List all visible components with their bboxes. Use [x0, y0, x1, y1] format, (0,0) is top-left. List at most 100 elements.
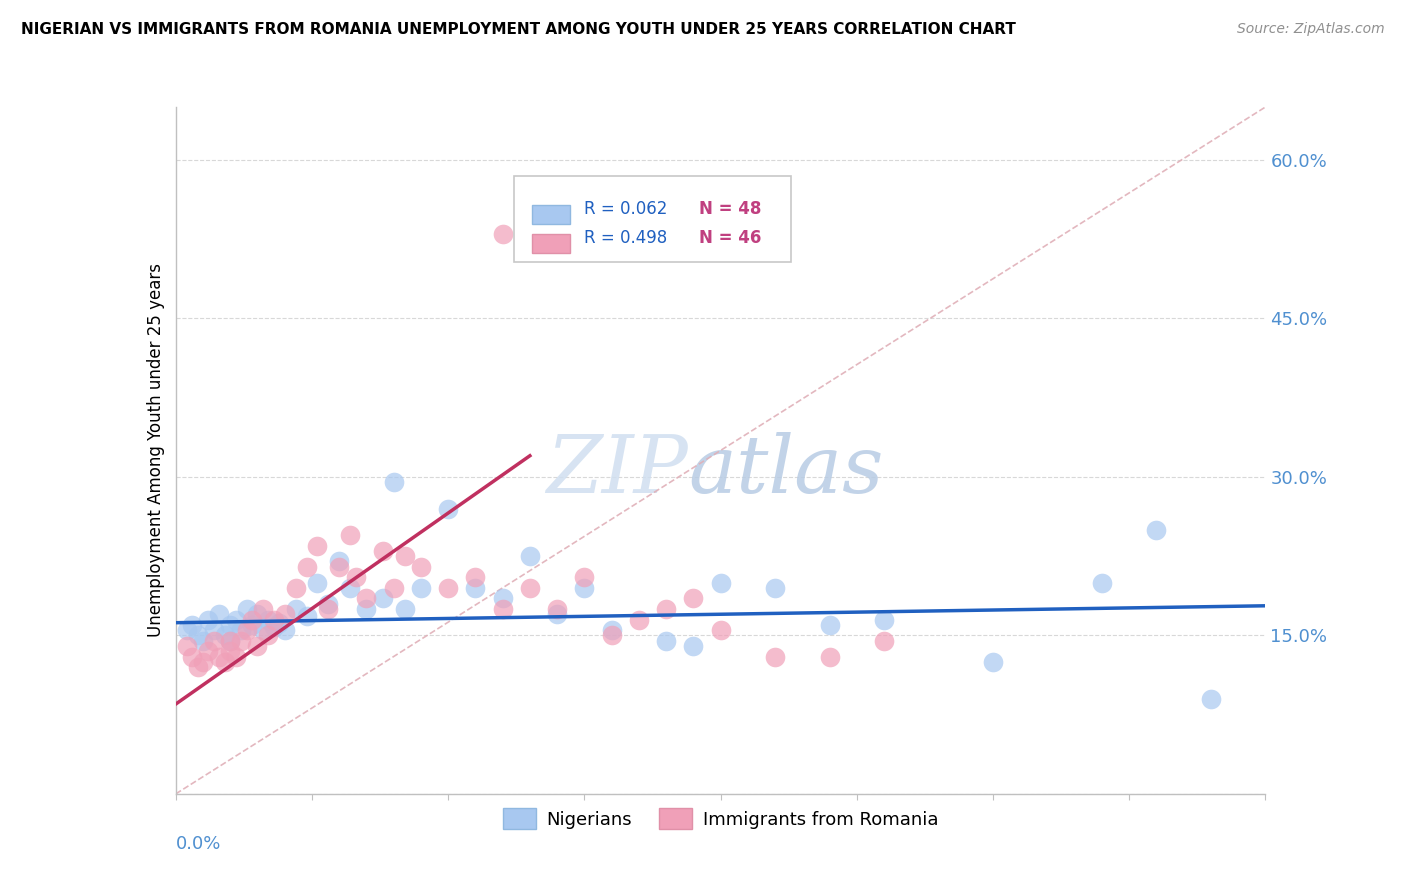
Point — [574, 581, 596, 595]
Point — [437, 581, 460, 595]
Point — [682, 639, 704, 653]
Point — [269, 615, 291, 630]
Point — [202, 623, 225, 637]
Point — [409, 581, 432, 595]
Point — [1199, 691, 1222, 706]
Point — [295, 559, 318, 574]
Point — [186, 660, 209, 674]
Point — [257, 613, 280, 627]
Point — [235, 623, 257, 637]
Point — [225, 649, 247, 664]
FancyBboxPatch shape — [531, 205, 571, 225]
Point — [382, 475, 405, 490]
Text: N = 48: N = 48 — [699, 200, 761, 219]
Point — [208, 649, 231, 664]
Point — [176, 623, 198, 637]
Point — [240, 617, 263, 632]
Text: R = 0.062: R = 0.062 — [585, 200, 668, 219]
Point — [873, 633, 896, 648]
Point — [574, 570, 596, 584]
Point — [246, 607, 269, 622]
Point — [492, 227, 515, 241]
Point — [181, 617, 204, 632]
Text: atlas: atlas — [688, 433, 883, 510]
Text: Source: ZipAtlas.com: Source: ZipAtlas.com — [1237, 22, 1385, 37]
Point — [655, 633, 678, 648]
Text: R = 0.498: R = 0.498 — [585, 228, 668, 246]
Point — [318, 602, 340, 616]
Point — [655, 602, 678, 616]
Point — [371, 544, 394, 558]
Point — [263, 613, 285, 627]
Point — [191, 633, 214, 648]
Point — [818, 649, 841, 664]
Point — [214, 628, 236, 642]
Point — [274, 623, 297, 637]
Point — [409, 559, 432, 574]
Point — [263, 620, 285, 634]
Point — [208, 607, 231, 622]
Point — [186, 628, 209, 642]
Point — [710, 575, 733, 590]
Point — [252, 623, 274, 637]
Point — [600, 628, 623, 642]
Text: ZIP: ZIP — [546, 433, 688, 510]
Point — [219, 617, 242, 632]
Text: NIGERIAN VS IMMIGRANTS FROM ROMANIA UNEMPLOYMENT AMONG YOUTH UNDER 25 YEARS CORR: NIGERIAN VS IMMIGRANTS FROM ROMANIA UNEM… — [21, 22, 1017, 37]
Point — [197, 644, 219, 658]
Point — [176, 639, 198, 653]
Legend: Nigerians, Immigrants from Romania: Nigerians, Immigrants from Romania — [496, 801, 945, 837]
Point — [240, 613, 263, 627]
Point — [274, 607, 297, 622]
Point — [356, 602, 378, 616]
Point — [339, 528, 361, 542]
Text: 0.0%: 0.0% — [176, 835, 221, 853]
Point — [219, 633, 242, 648]
Point — [873, 613, 896, 627]
Point — [546, 607, 568, 622]
Point — [344, 570, 367, 584]
Point — [464, 581, 486, 595]
Point — [818, 617, 841, 632]
FancyBboxPatch shape — [513, 176, 792, 261]
Point — [219, 633, 242, 648]
Point — [710, 623, 733, 637]
Point — [246, 639, 269, 653]
Point — [394, 549, 416, 563]
Point — [235, 602, 257, 616]
Text: N = 46: N = 46 — [699, 228, 761, 246]
Point — [252, 602, 274, 616]
Point — [197, 613, 219, 627]
Point — [627, 613, 650, 627]
Point — [519, 581, 541, 595]
Point — [257, 628, 280, 642]
Point — [339, 581, 361, 595]
Point — [600, 623, 623, 637]
Point — [214, 655, 236, 669]
Point — [492, 602, 515, 616]
Point — [1091, 575, 1114, 590]
Point — [219, 644, 242, 658]
Point — [546, 602, 568, 616]
Point — [202, 633, 225, 648]
Point — [763, 581, 786, 595]
Point — [284, 602, 307, 616]
Point — [464, 570, 486, 584]
Point — [181, 649, 204, 664]
Point — [295, 609, 318, 624]
Point — [519, 549, 541, 563]
Point — [328, 554, 350, 568]
FancyBboxPatch shape — [531, 234, 571, 252]
Point — [307, 539, 329, 553]
Point — [382, 581, 405, 595]
Point — [356, 591, 378, 606]
Point — [284, 581, 307, 595]
Point — [231, 623, 253, 637]
Point — [437, 501, 460, 516]
Point — [492, 591, 515, 606]
Point — [682, 591, 704, 606]
Point — [981, 655, 1004, 669]
Point — [1144, 523, 1167, 537]
Point — [328, 559, 350, 574]
Point — [371, 591, 394, 606]
